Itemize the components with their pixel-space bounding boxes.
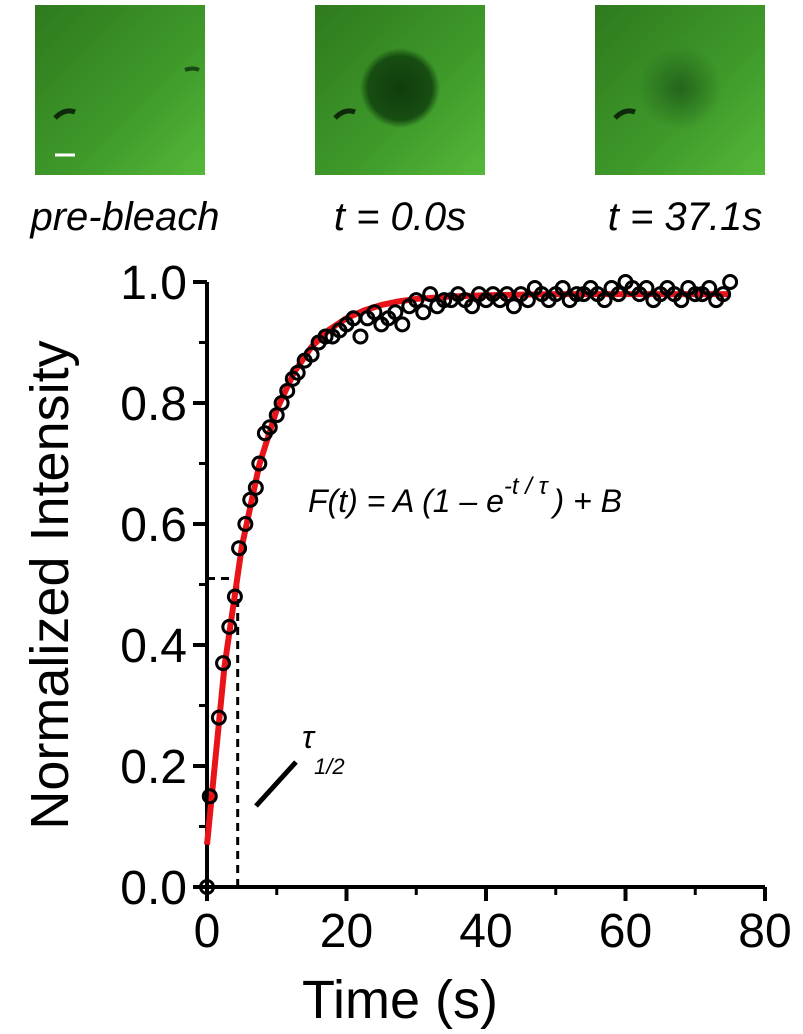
x-tick-label: 80 xyxy=(738,905,791,958)
data-point xyxy=(303,346,320,363)
y-axis-label: Normalized Intensity xyxy=(20,340,80,829)
x-axis-label: Time (s) xyxy=(302,970,498,1030)
data-point xyxy=(247,479,264,496)
equation: F(t) = A (1 – e-t / τ) + B xyxy=(308,473,622,519)
equation-part: F(t) = A (1 – e xyxy=(308,483,504,519)
data-point xyxy=(210,709,227,726)
y-tick-label: 0.2 xyxy=(120,741,187,794)
data-point xyxy=(226,588,243,605)
data-point xyxy=(436,292,453,309)
panel-caption: pre-bleach xyxy=(29,195,219,239)
data-point xyxy=(422,286,439,303)
data-point xyxy=(673,292,690,309)
data-point xyxy=(464,298,481,315)
y-tick-label: 0.0 xyxy=(120,862,187,915)
data-point xyxy=(638,280,655,297)
data-point xyxy=(317,328,334,345)
equation-part: ) + B xyxy=(550,483,622,519)
half-time-symbol: τ xyxy=(302,719,316,755)
data-point xyxy=(687,286,704,303)
data-point xyxy=(394,316,411,333)
annotation-pointer xyxy=(254,760,298,808)
x-tick-label: 20 xyxy=(320,905,373,958)
data-point xyxy=(215,655,232,672)
data-point xyxy=(387,304,404,321)
data-point xyxy=(505,298,522,315)
data-point xyxy=(201,788,218,805)
panel-caption: t = 0.0s xyxy=(334,195,466,239)
y-tick-label: 0.6 xyxy=(120,499,187,552)
y-tick-label: 0.4 xyxy=(120,620,187,673)
x-tick-label: 60 xyxy=(599,905,652,958)
data-point xyxy=(289,364,306,381)
y-tick-label: 0.8 xyxy=(120,378,187,431)
data-point xyxy=(366,304,383,321)
data-point xyxy=(251,455,268,472)
panel-caption: t = 37.1s xyxy=(608,195,763,239)
image-panel xyxy=(315,5,485,175)
image-panel xyxy=(595,5,765,175)
data-point xyxy=(554,280,571,297)
data-point xyxy=(352,328,369,345)
equation-exponent: -t / τ xyxy=(504,473,550,500)
half-time-subscript: 1/2 xyxy=(314,754,345,779)
data-point xyxy=(221,618,238,635)
data-point xyxy=(237,516,254,532)
data-point xyxy=(261,419,278,436)
data-point xyxy=(568,286,585,303)
x-tick-label: 0 xyxy=(194,905,221,958)
data-point xyxy=(701,280,718,297)
x-tick-label: 40 xyxy=(459,905,512,958)
data-point xyxy=(408,292,425,309)
half-time-label: τ1/2 xyxy=(302,719,345,779)
data-point xyxy=(519,292,536,309)
data-point xyxy=(596,292,613,309)
data-point xyxy=(610,286,627,303)
data-point xyxy=(199,879,215,895)
data-point xyxy=(722,274,739,290)
data-point xyxy=(231,540,248,557)
image-panel xyxy=(35,5,205,175)
y-tick-label: 1.0 xyxy=(120,257,187,310)
data-point xyxy=(415,304,432,321)
data-point xyxy=(715,286,732,303)
